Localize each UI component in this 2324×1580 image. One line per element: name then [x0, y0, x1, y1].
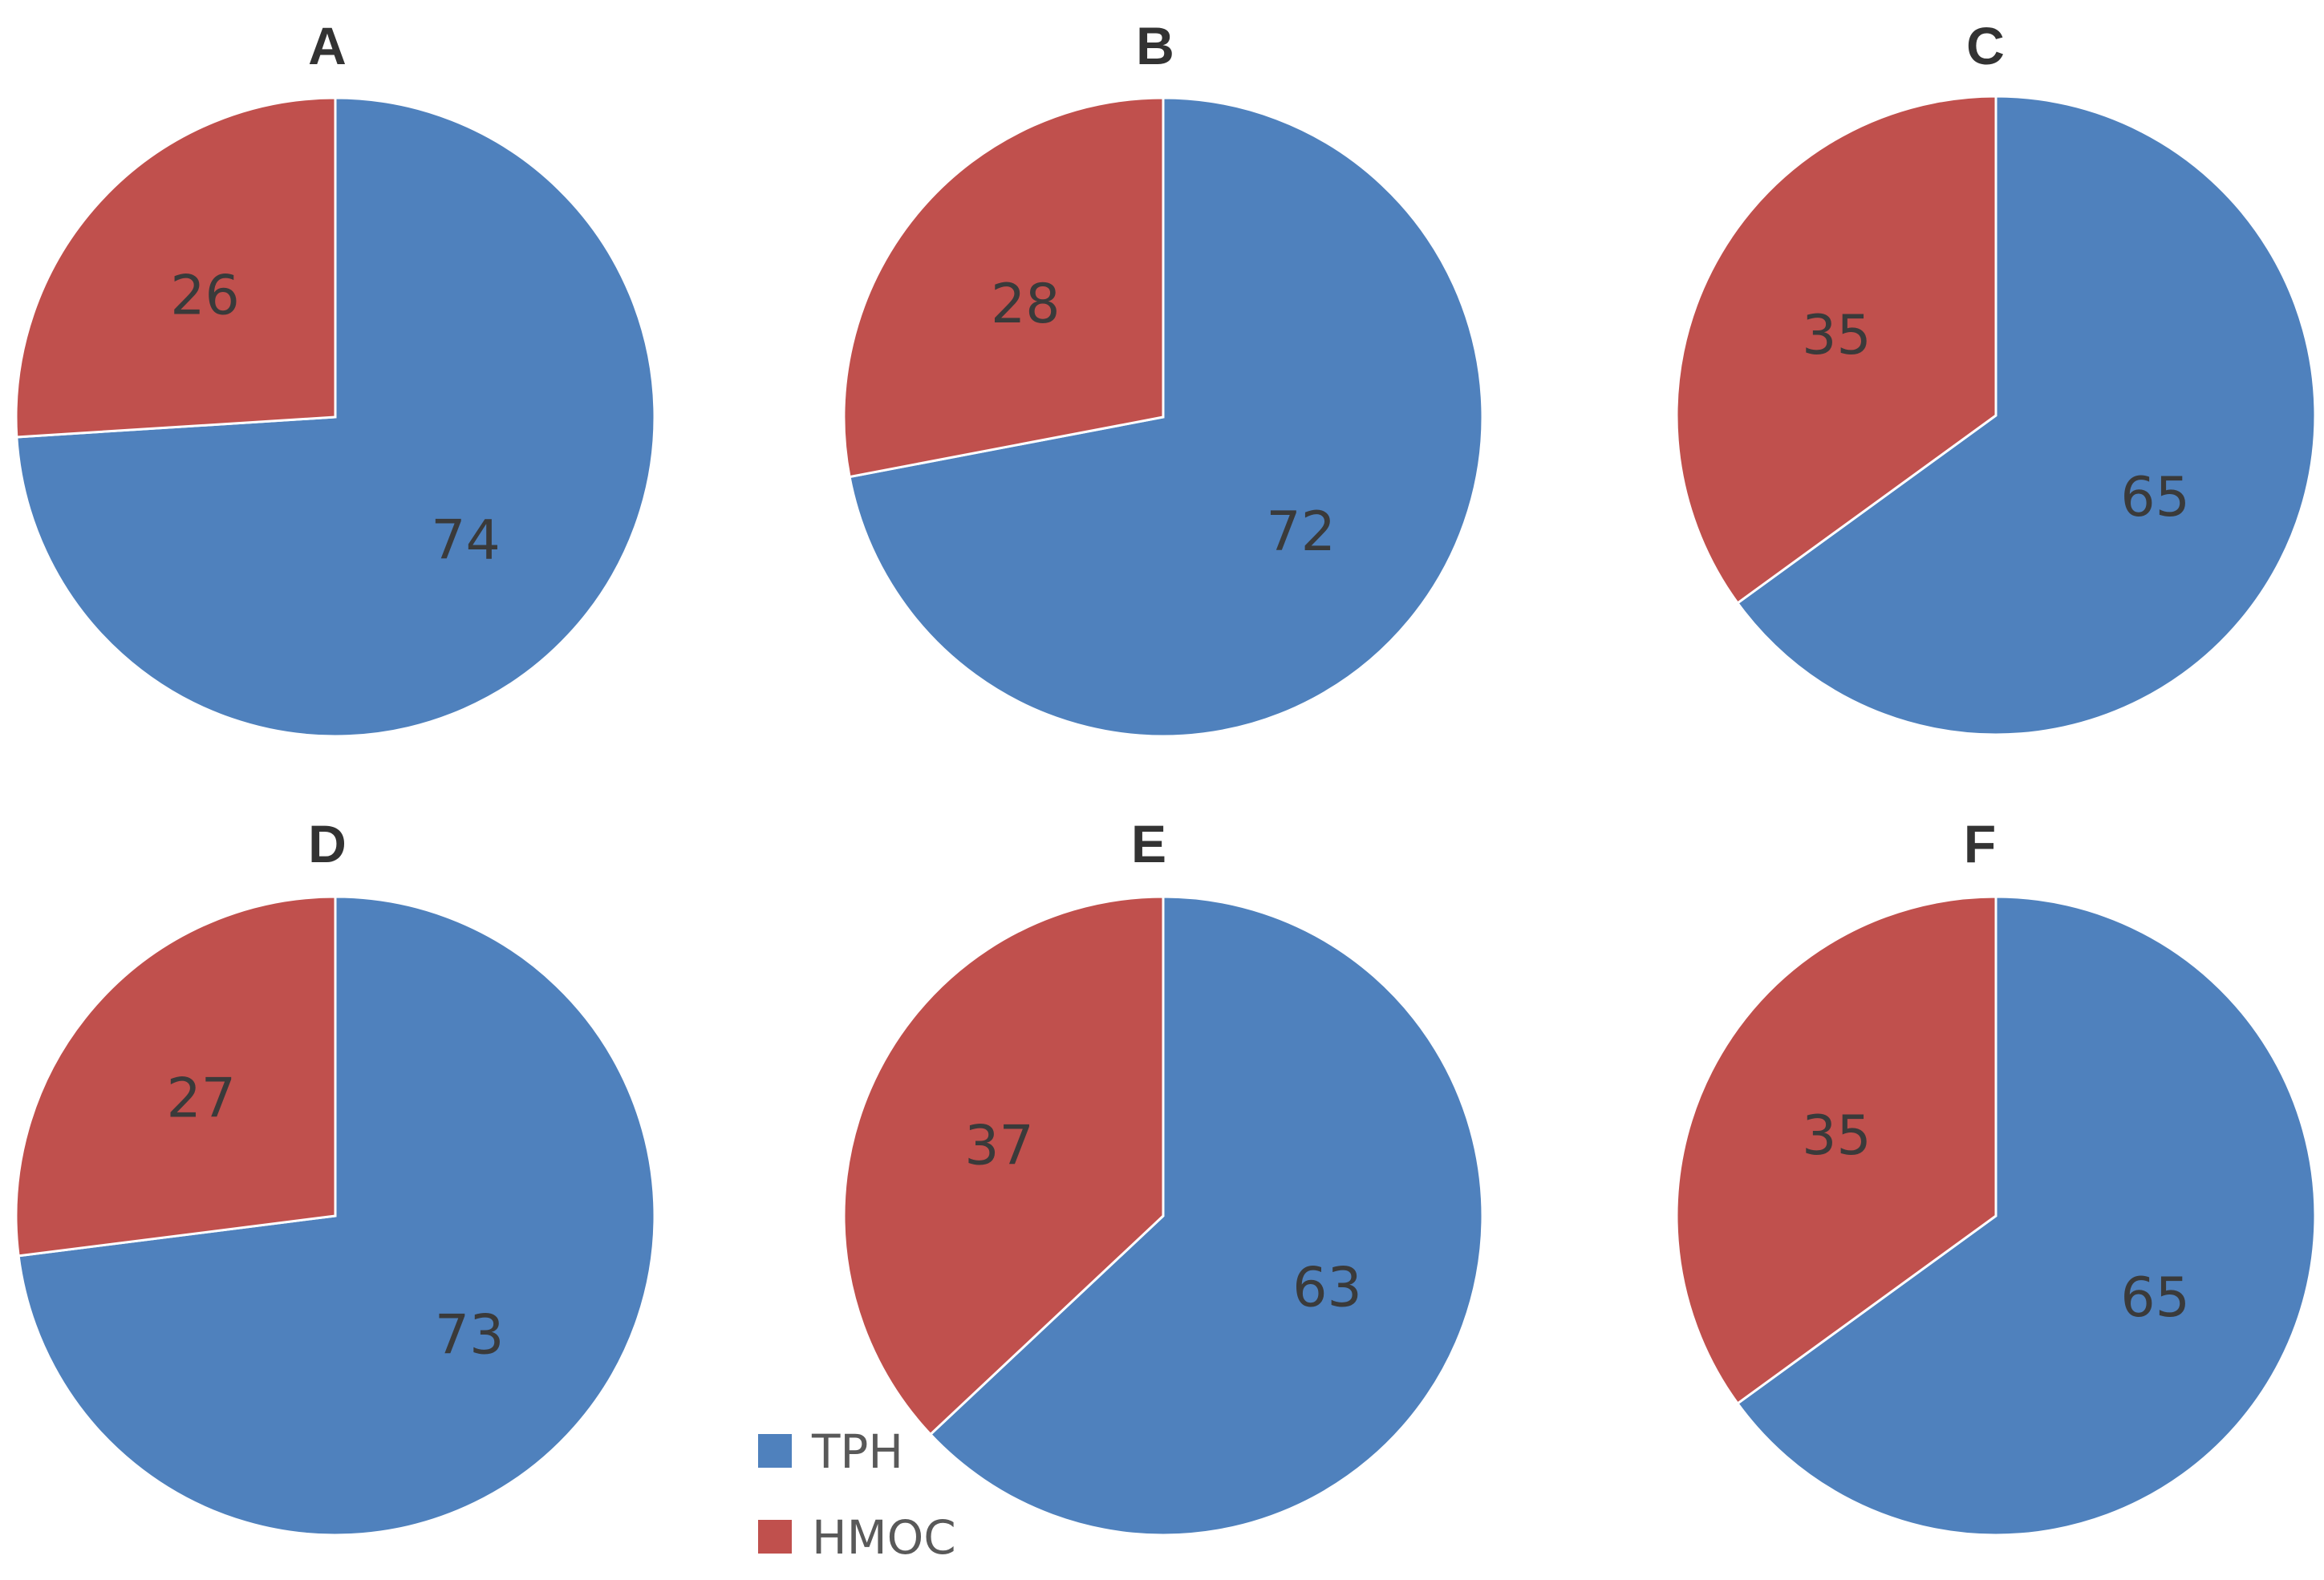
pie-label-d-tph: 73	[435, 1303, 505, 1367]
pie-label-c-tph: 65	[2120, 466, 2190, 529]
pie-label-c-hmoc: 35	[1802, 304, 1872, 367]
panel-f: F 65 35	[1675, 814, 2317, 1537]
pie-label-f-tph: 65	[2120, 1266, 2190, 1330]
pie-label-f-hmoc: 35	[1802, 1104, 1872, 1168]
panel-c: C 65 35	[1675, 16, 2317, 736]
pie-slice-d-tph	[17, 895, 656, 1537]
pie-label-b-tph: 72	[1266, 500, 1336, 564]
pie-slice-d-hmoc	[14, 895, 337, 1258]
pie-label-d-hmoc: 27	[167, 1068, 237, 1131]
legend-swatch-hmoc	[758, 1520, 792, 1554]
legend-swatch-tph	[758, 1434, 792, 1468]
pie-label-a-hmoc: 26	[170, 264, 240, 327]
panel-title-b: B	[1136, 16, 1174, 75]
pie-label-e-tph: 63	[1292, 1257, 1362, 1320]
panel-a: A 74 26	[14, 16, 656, 738]
pie-slice-e-tph	[928, 895, 1484, 1537]
legend-label-hmoc: HMOC	[812, 1510, 956, 1565]
panel-b: B 72 28	[842, 16, 1484, 738]
panel-e: E 63 37	[842, 814, 1484, 1537]
pie-slice-e-hmoc	[842, 895, 1165, 1436]
pie-label-e-hmoc: 37	[964, 1115, 1034, 1178]
pie-slice-b-hmoc	[842, 96, 1165, 479]
pie-slice-b-tph	[848, 96, 1484, 738]
pie-slice-f-hmoc	[1675, 895, 1998, 1406]
pie-slice-f-tph	[1735, 895, 2317, 1537]
pie-label-a-tph: 74	[431, 509, 501, 573]
panel-d: D 73 27	[14, 814, 656, 1537]
legend: TPH HMOC	[758, 1424, 956, 1565]
panel-title-d: D	[308, 814, 347, 873]
legend-label-tph: TPH	[811, 1424, 903, 1479]
pie-slice-a-hmoc	[14, 96, 337, 439]
panel-title-f: F	[1964, 814, 1996, 873]
pie-label-b-hmoc: 28	[991, 273, 1061, 336]
panel-title-a: A	[308, 16, 347, 75]
panel-title-e: E	[1131, 814, 1166, 873]
panel-title-c: C	[1966, 16, 2005, 75]
pie-slice-c-tph	[1735, 95, 2317, 736]
pie-slice-c-hmoc	[1675, 95, 1998, 606]
